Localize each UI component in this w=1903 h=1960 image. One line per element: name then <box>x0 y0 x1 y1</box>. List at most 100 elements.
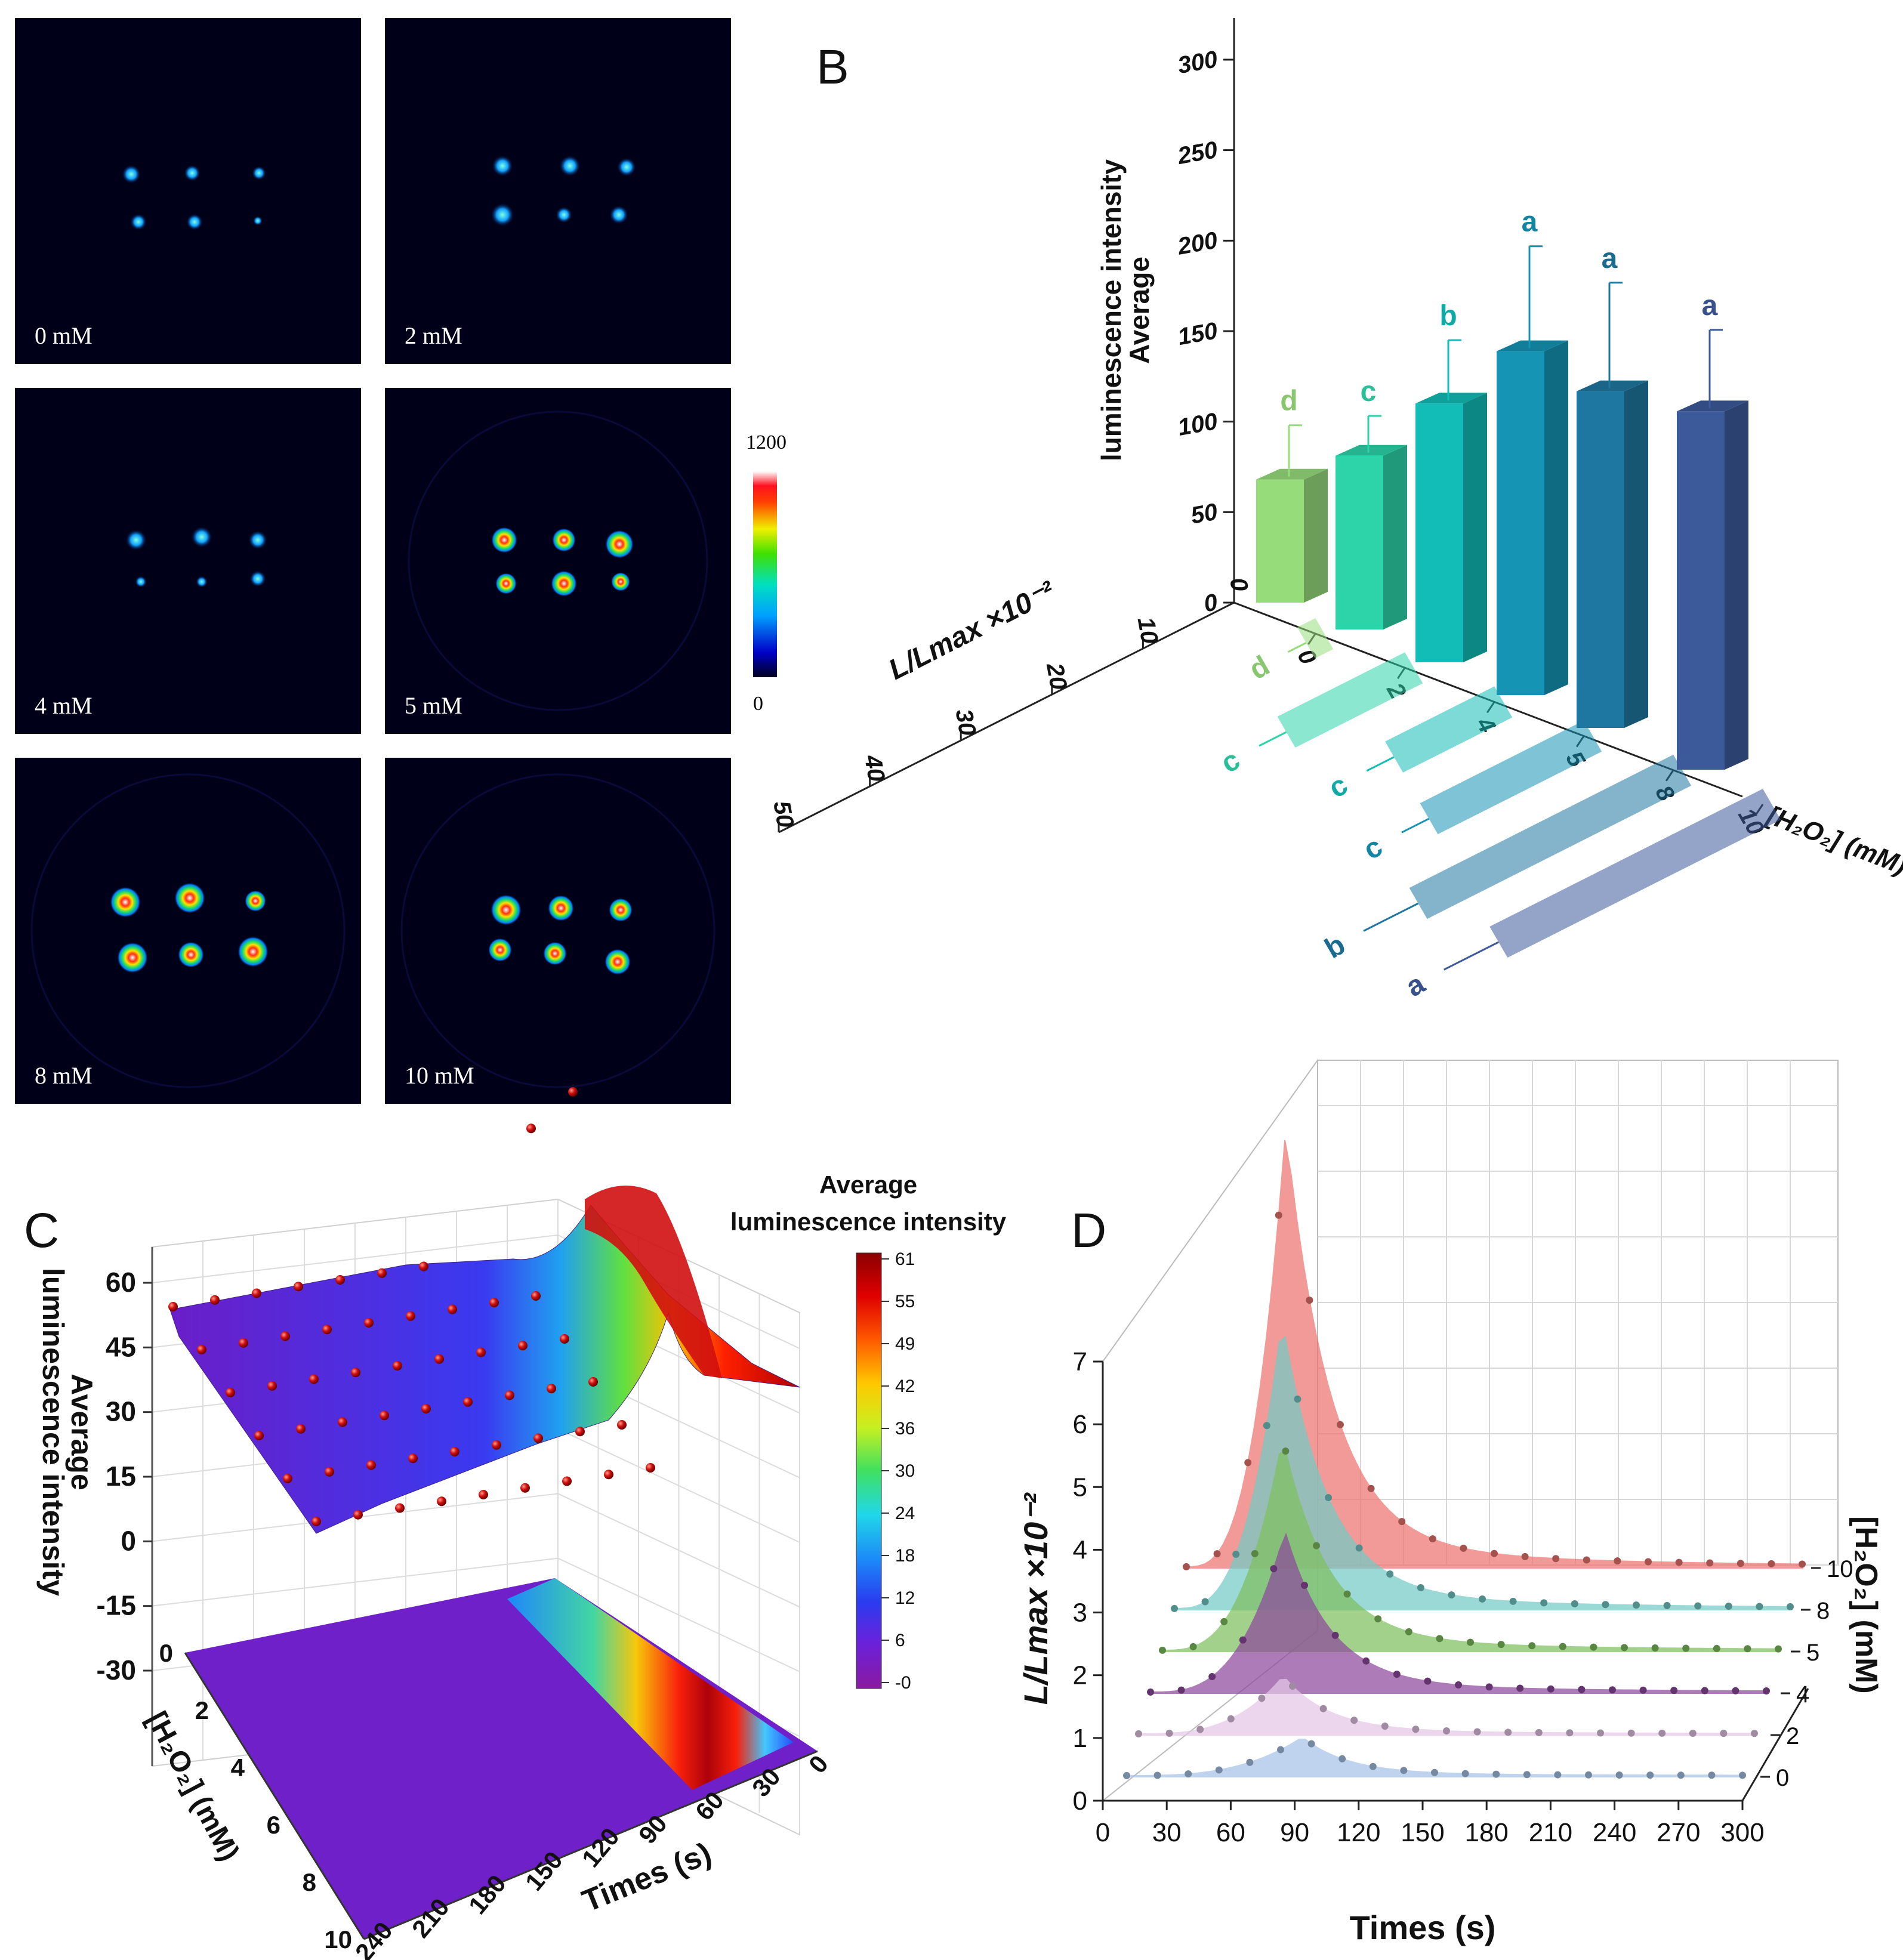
d-point <box>1189 1643 1197 1650</box>
d-point <box>1706 1559 1714 1567</box>
panel-d: D 0 30 60 90 120 150 180 210 240 270 300 01234567 … <box>1017 1058 1883 1946</box>
d-ztick-label: 4 <box>1796 1681 1809 1708</box>
image-label: 2 mM <box>405 322 462 349</box>
d-point <box>1319 1705 1327 1712</box>
d-point <box>1651 1644 1659 1652</box>
d-point <box>1615 1771 1623 1779</box>
d-point <box>1443 1727 1450 1734</box>
d-xtick-label: 0 <box>1096 1818 1110 1847</box>
c-sample-point <box>646 1463 655 1473</box>
b-ribbon-0 <box>1297 618 1334 659</box>
d-point <box>1417 1584 1424 1591</box>
d-point <box>1460 1544 1467 1552</box>
c-colorbar-tick-label: 36 <box>895 1419 915 1439</box>
d-point <box>1597 1729 1604 1737</box>
c-sample-point <box>406 1311 415 1321</box>
image-tile-2mm: 2 mM <box>385 18 731 364</box>
c-sample-point <box>322 1325 332 1335</box>
d-point <box>1751 1730 1758 1737</box>
d-point <box>1756 1603 1763 1610</box>
d-series <box>1123 1140 1806 1779</box>
b-ribbon-2 <box>1277 652 1423 748</box>
c-ytick-label: 2 <box>195 1696 209 1724</box>
b-bar-top <box>1677 400 1748 412</box>
c-colorbar-tick-label: 24 <box>895 1504 915 1523</box>
b-bar-side <box>1624 380 1648 728</box>
d-point <box>1467 1638 1474 1646</box>
b-bar-side <box>1725 400 1748 770</box>
d-xtick-label: 180 <box>1464 1818 1508 1847</box>
c-sample-point <box>294 1282 303 1292</box>
c-colorbar-tick-label: 55 <box>895 1292 915 1311</box>
c-sample-point <box>518 1341 528 1351</box>
d-point <box>1381 1723 1389 1730</box>
c-sample-point <box>560 1334 569 1344</box>
b-bar-letter: b <box>1439 300 1457 332</box>
b-ribbon-letter: c <box>1216 744 1245 779</box>
d-ztick-label: 2 <box>1786 1723 1799 1749</box>
image-label: 10 mM <box>405 1062 474 1089</box>
image-label: 4 mM <box>35 692 92 719</box>
d-point <box>1343 1590 1351 1598</box>
c-sample-point <box>421 1404 431 1413</box>
d-point <box>1337 1421 1344 1428</box>
c-sample-point <box>395 1503 405 1513</box>
d-xtick-label: 240 <box>1593 1818 1636 1847</box>
c-sample-point <box>351 1368 360 1378</box>
c-sample-point <box>338 1417 347 1427</box>
d-point <box>1646 1771 1654 1779</box>
d-point <box>1325 1494 1332 1502</box>
d-point <box>1338 1755 1346 1763</box>
c-sample-point <box>419 1261 428 1271</box>
c-sample-point <box>575 1427 585 1437</box>
d-point <box>1732 1687 1739 1694</box>
d-point <box>1275 1211 1282 1219</box>
c-sample-point <box>296 1424 306 1434</box>
c-sample-point <box>547 1384 556 1394</box>
image-tile-8mm: 8 mM <box>15 758 361 1104</box>
d-point <box>1744 1645 1751 1653</box>
c-sample-point <box>408 1453 418 1464</box>
d-ytick-label: 2 <box>1073 1661 1087 1690</box>
d-point <box>1355 1544 1363 1552</box>
b-ribbon-8 <box>1409 754 1692 919</box>
image-label: 5 mM <box>405 692 462 719</box>
c-ytick-label: 10 <box>324 1925 352 1953</box>
panel-a: A 0 mM 2 mM <box>15 18 787 1104</box>
d-point <box>1135 1730 1142 1737</box>
c-colorbar-title-line1: Average <box>819 1171 917 1199</box>
b-side-tick-label: 10 <box>1133 615 1163 646</box>
d-point <box>1528 1642 1536 1650</box>
d-point <box>1639 1686 1647 1694</box>
b-ribbon-letter: c <box>1324 769 1353 804</box>
d-point <box>1369 1763 1377 1770</box>
c-sample-point <box>505 1390 514 1400</box>
c-colorbar-title-line2: luminescence intensity <box>730 1208 1007 1236</box>
d-point <box>1491 1550 1498 1557</box>
d-point <box>1670 1687 1678 1694</box>
c-sample-point <box>520 1483 530 1493</box>
c-sample-point <box>239 1338 248 1348</box>
c-zlabel-line1: Average <box>65 1373 98 1490</box>
b-bar-letter: a <box>1702 290 1718 322</box>
c-ztick-label: 30 <box>106 1396 136 1427</box>
d-point <box>1583 1556 1590 1564</box>
b-side-tick-label: 50 <box>768 799 798 829</box>
c-sample-point <box>280 1331 290 1341</box>
b-bar-letter: a <box>1522 206 1538 238</box>
b-ribbon-error <box>1287 642 1307 653</box>
d-point <box>1196 1726 1204 1733</box>
d-point <box>1244 1459 1252 1467</box>
d-point <box>1294 1395 1301 1403</box>
c-colorbar-tick-label: 49 <box>895 1334 915 1354</box>
d-point <box>1213 1550 1221 1558</box>
d-point <box>1424 1677 1432 1685</box>
b-bar-top <box>1497 340 1568 351</box>
b-ytick-label: 50 <box>1189 499 1219 529</box>
d-point <box>1675 1558 1683 1566</box>
c-sample-point <box>325 1467 334 1477</box>
c-sample-point <box>267 1381 277 1391</box>
b-ribbon-10 <box>1489 789 1781 958</box>
c-ztick-label: -30 <box>97 1655 136 1686</box>
d-xtick-label: 60 <box>1216 1818 1245 1847</box>
